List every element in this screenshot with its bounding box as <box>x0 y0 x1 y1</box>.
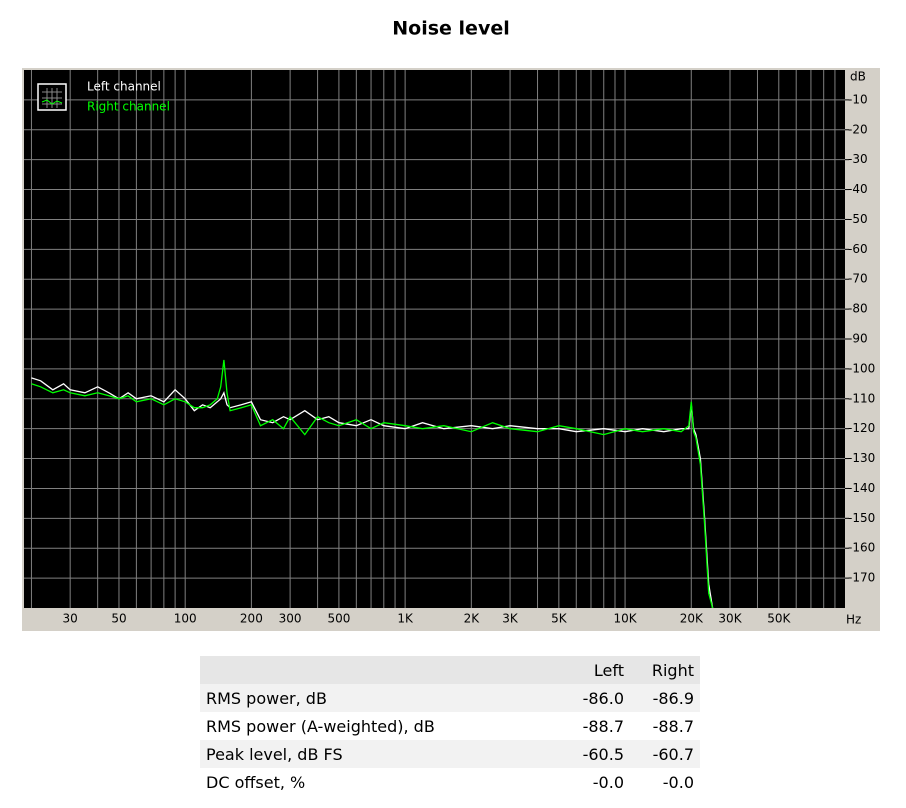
series-line <box>31 359 714 608</box>
x-tick-label: 5K <box>551 612 568 626</box>
legend-icon-line <box>41 99 63 105</box>
x-tick-label: 2K <box>464 612 481 626</box>
row-label: DC offset, % <box>206 772 306 792</box>
value-cell: -86.9 <box>652 688 694 708</box>
x-tick-label: 50K <box>767 612 791 626</box>
table-row: DC offset, % -0.0 -0.0 <box>200 768 700 796</box>
table-row: Peak level, dB FS -60.5 -60.7 <box>200 740 700 768</box>
y-tick-label: -150 <box>848 511 875 525</box>
y-tick-label: -170 <box>848 571 875 585</box>
chart-title: Noise level <box>392 18 509 40</box>
value-cell: -0.0 <box>662 772 694 792</box>
value-cell: -60.7 <box>652 744 694 764</box>
row-label: RMS power, dB <box>206 688 327 708</box>
y-tick-label: -70 <box>848 272 868 286</box>
table-row: RMS power, dB -86.0 -86.9 <box>200 684 700 712</box>
y-tick-label: -90 <box>848 332 868 346</box>
y-tick-label: -140 <box>848 481 875 495</box>
y-tick-label: -10 <box>848 92 868 106</box>
value-cell: -88.7 <box>652 716 694 736</box>
value-cell: -88.7 <box>582 716 624 736</box>
y-tick-label: -40 <box>848 182 868 196</box>
header-cell: Right <box>651 660 694 680</box>
y-tick-label: -100 <box>848 361 875 375</box>
value-cell: -0.0 <box>592 772 624 792</box>
x-tick-label: 200 <box>240 612 263 626</box>
chart: Noise level dB Hz -10 -20 -30 -40 -50 -60 -70 -… <box>22 18 880 631</box>
x-tick-label: 500 <box>327 612 350 626</box>
y-tick-label: -130 <box>848 451 875 465</box>
y-tick-label: -80 <box>848 302 868 316</box>
y-tick-label: -120 <box>848 421 875 435</box>
x-unit: Hz <box>846 613 861 627</box>
table-row: RMS power (A-weighted), dB -88.7 -88.7 <box>200 712 700 740</box>
y-tick-label: -50 <box>848 212 868 226</box>
x-tick-label: 3K <box>502 612 519 626</box>
legend-label: Left channel <box>87 80 161 94</box>
x-tick-label: 300 <box>279 612 302 626</box>
x-tick-label: 100 <box>174 612 197 626</box>
results-table: Left Right RMS power, dB -86.0 -86.9 RMS po… <box>200 656 700 796</box>
y-tick-label: -60 <box>848 242 868 256</box>
y-tick-label: -110 <box>848 391 875 405</box>
x-tick-label: 20K <box>680 612 704 626</box>
x-tick-label: 10K <box>613 612 637 626</box>
header-blank <box>200 656 560 684</box>
y-tick-label: -20 <box>848 122 868 136</box>
x-tick-label: 50 <box>111 612 126 626</box>
row-label: Peak level, dB FS <box>206 744 343 764</box>
value-cell: -60.5 <box>582 744 624 764</box>
y-tick-label: -30 <box>848 152 868 166</box>
x-tick-label: 1K <box>397 612 414 626</box>
legend <box>37 83 67 111</box>
header-cell: Left <box>593 660 624 680</box>
y-tick-label: -160 <box>848 541 875 555</box>
legend-label: Right channel <box>87 100 170 114</box>
table-header: Left Right <box>200 656 700 684</box>
y-unit: dB <box>850 70 866 84</box>
value-cell: -86.0 <box>582 688 624 708</box>
x-tick-label: 30K <box>718 612 742 626</box>
row-label: RMS power (A-weighted), dB <box>206 716 435 736</box>
x-tick-label: 30 <box>63 612 78 626</box>
